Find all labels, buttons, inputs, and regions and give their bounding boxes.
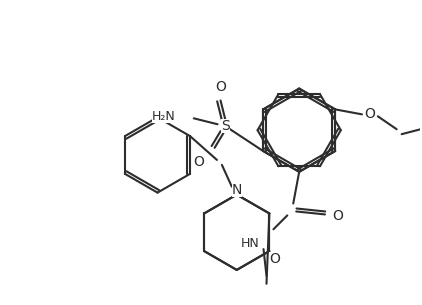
Text: N: N — [232, 183, 242, 197]
Text: H₂N: H₂N — [152, 110, 176, 123]
Text: O: O — [365, 107, 375, 121]
Text: O: O — [269, 252, 280, 266]
Text: S: S — [221, 119, 230, 133]
Text: O: O — [333, 210, 343, 224]
Text: HN: HN — [241, 237, 260, 250]
Text: O: O — [215, 80, 226, 94]
Text: O: O — [193, 155, 204, 169]
